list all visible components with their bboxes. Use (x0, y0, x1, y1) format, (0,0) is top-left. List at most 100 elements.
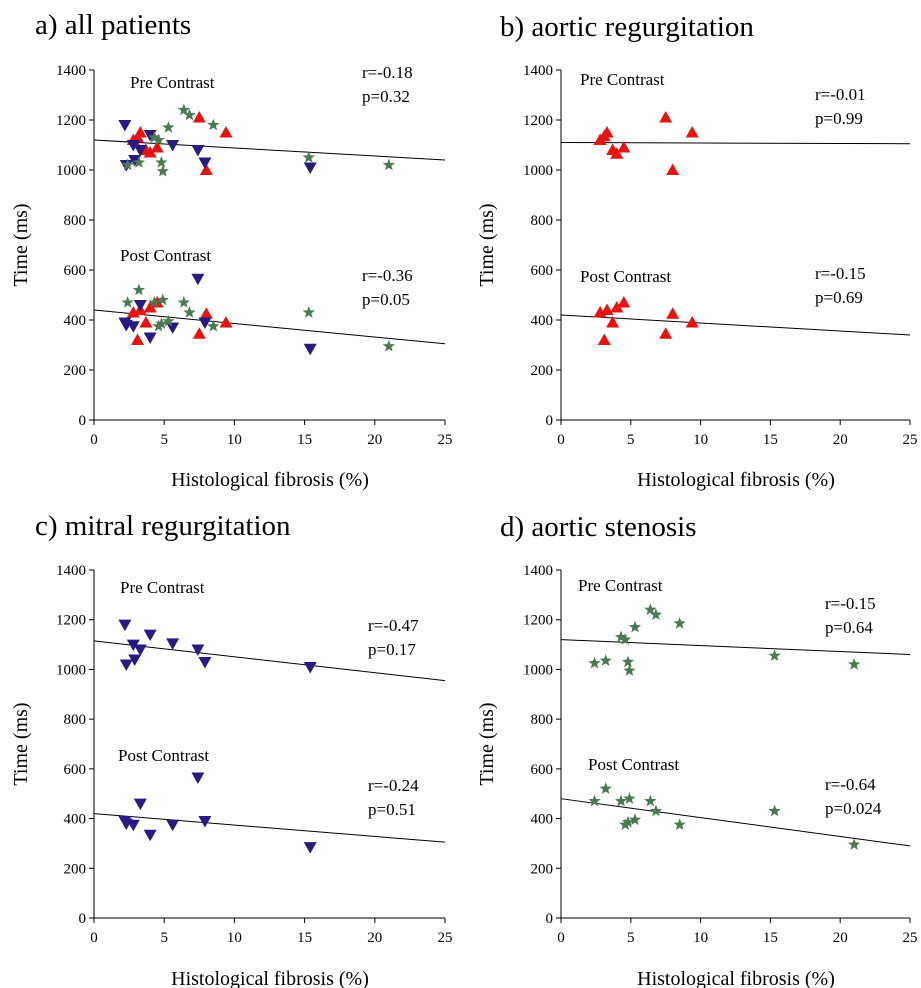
correlation-r-label: r=-0.47 (368, 616, 419, 635)
data-point-star (628, 620, 642, 633)
y-tick-label: 1400 (523, 563, 553, 579)
p-value-label: p=0.64 (825, 618, 873, 637)
data-point-triangle-down (119, 659, 133, 671)
data-point-triangle-down (143, 629, 157, 642)
x-tick-label: 20 (367, 432, 382, 448)
x-tick-label: 20 (367, 930, 382, 946)
panel-title: d) aortic stenosis (500, 511, 697, 543)
data-point-triangle-down (166, 140, 180, 152)
data-point-star (599, 654, 612, 666)
data-point-star (148, 131, 161, 143)
p-value-label: p=0.51 (368, 800, 416, 819)
y-tick-label: 200 (64, 363, 87, 379)
regression-line (93, 139, 446, 161)
correlation-r-label: r=-0.18 (362, 63, 413, 82)
data-point-star (162, 314, 175, 327)
panel-title: c) mitral regurgitation (35, 510, 291, 542)
data-point-triangle-down (166, 638, 180, 650)
group-label: Pre Contrast (120, 578, 205, 597)
y-tick-label: 800 (64, 712, 87, 728)
data-point-triangle-down (126, 639, 140, 652)
y-axis-label: Time (ms) (10, 702, 32, 785)
data-point-star (156, 164, 169, 177)
y-tick-label: 0 (546, 911, 554, 927)
data-point-triangle-down (198, 816, 212, 828)
data-point-triangle-down (133, 644, 147, 657)
y-tick-label: 200 (64, 861, 87, 877)
y-tick-label: 1000 (56, 662, 86, 678)
data-point-triangle-up (139, 316, 153, 328)
x-tick-label: 20 (833, 930, 848, 946)
x-tick-label: 15 (297, 432, 312, 448)
data-point-triangle-down (303, 343, 317, 356)
regression-line (93, 813, 446, 843)
x-tick-label: 15 (763, 432, 778, 448)
group-label: Pre Contrast (580, 70, 665, 89)
data-point-star (183, 108, 196, 121)
data-point-star (588, 794, 601, 807)
y-tick-label: 1000 (523, 662, 553, 678)
data-point-star (673, 818, 686, 831)
y-tick-label: 800 (531, 712, 554, 728)
data-point-star (768, 649, 781, 662)
correlation-r-label: r=-0.36 (362, 266, 413, 285)
data-point-star (302, 151, 315, 163)
y-tick-label: 600 (531, 762, 554, 778)
data-point-triangle-up (143, 301, 157, 313)
data-point-star (649, 804, 663, 817)
data-point-star (382, 158, 396, 171)
data-point-star (302, 306, 315, 318)
data-point-triangle-up (600, 126, 614, 138)
data-point-triangle-up (133, 126, 147, 138)
chart-panel-2: c) mitral regurgitation 0 200 400 600 800 1000… (10, 510, 453, 988)
data-point-star (847, 838, 861, 850)
data-point-triangle-up (685, 126, 699, 138)
chart-panel-0: a) all patients0200400600800100012001400… (10, 9, 453, 491)
y-tick-label: 800 (64, 213, 87, 229)
group-label: Post Contrast (118, 746, 209, 765)
data-point-triangle-up (685, 316, 699, 328)
correlation-r-label: r=-0.15 (825, 594, 876, 613)
data-point-star (152, 133, 165, 146)
data-point-star (155, 317, 168, 330)
y-tick-label: 200 (531, 861, 554, 877)
x-tick-label: 0 (557, 930, 565, 946)
data-point-triangle-up (666, 307, 680, 319)
data-point-star (177, 103, 191, 116)
data-point-triangle-up (617, 296, 631, 308)
correlation-r-label: r=-0.24 (368, 776, 419, 795)
x-axis-label: Histological fibrosis (%) (171, 469, 369, 491)
data-point-triangle-down (166, 819, 180, 832)
data-point-triangle-up (666, 163, 680, 175)
x-tick-label: 10 (227, 432, 242, 448)
y-tick-label: 1200 (523, 113, 553, 129)
data-point-triangle-down (126, 819, 140, 832)
y-tick-label: 1400 (523, 63, 553, 79)
y-tick-label: 600 (64, 762, 87, 778)
data-point-star (162, 121, 175, 133)
x-tick-label: 25 (903, 432, 918, 448)
data-point-star (121, 296, 134, 308)
correlation-r-label: r=-0.15 (815, 264, 866, 283)
data-point-star (177, 296, 191, 308)
data-point-star (621, 655, 635, 668)
data-point-triangle-up (199, 307, 213, 319)
chart-panel-3: d) aortic stenosis0200400600800100012001… (476, 511, 918, 988)
data-point-triangle-down (198, 656, 212, 669)
data-point-triangle-down (303, 661, 317, 674)
data-point-triangle-down (126, 140, 140, 152)
x-tick-label: 0 (557, 432, 565, 448)
p-value-label: p=0.05 (362, 290, 410, 309)
data-point-star (155, 156, 168, 168)
data-point-star (207, 319, 220, 332)
y-tick-label: 400 (64, 812, 87, 828)
y-tick-label: 0 (79, 911, 87, 927)
x-axis-label: Histological fibrosis (%) (637, 469, 835, 491)
x-tick-label: 10 (227, 930, 242, 946)
p-value-label: p=0.17 (368, 640, 416, 659)
x-tick-label: 5 (160, 432, 168, 448)
data-point-triangle-down (198, 157, 212, 169)
y-tick-label: 600 (64, 263, 87, 279)
data-point-star (207, 118, 220, 131)
